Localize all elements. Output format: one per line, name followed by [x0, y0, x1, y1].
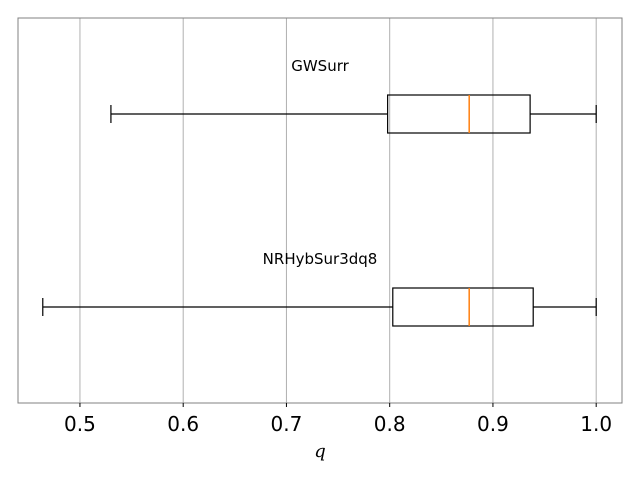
- series-label: NRHybSur3dq8: [263, 250, 378, 268]
- iqr-box: [392, 287, 534, 327]
- x-tick-label: 0.6: [167, 412, 199, 436]
- box-group: GWSurr NRHybSur3dq8: [42, 57, 597, 327]
- plot-frame: [17, 17, 623, 404]
- iqr-box: [387, 94, 531, 134]
- x-tick-label: 0.5: [64, 412, 96, 436]
- x-axis-ticks: 0.5 0.6 0.7 0.8 0.9 1.0: [64, 403, 612, 436]
- x-tick-label: 0.8: [374, 412, 406, 436]
- x-axis-title: q: [314, 441, 326, 462]
- grid-lines: [79, 18, 597, 403]
- boxplot-gwsurr: GWSurr: [110, 57, 597, 134]
- plot-background: [18, 18, 622, 403]
- boxplot-nrhybsur3dq8: NRHybSur3dq8: [42, 250, 597, 327]
- series-label: GWSurr: [291, 57, 349, 75]
- x-tick-label: 0.7: [271, 412, 303, 436]
- x-tick-label: 0.9: [477, 412, 509, 436]
- x-tick-label: 1.0: [580, 412, 612, 436]
